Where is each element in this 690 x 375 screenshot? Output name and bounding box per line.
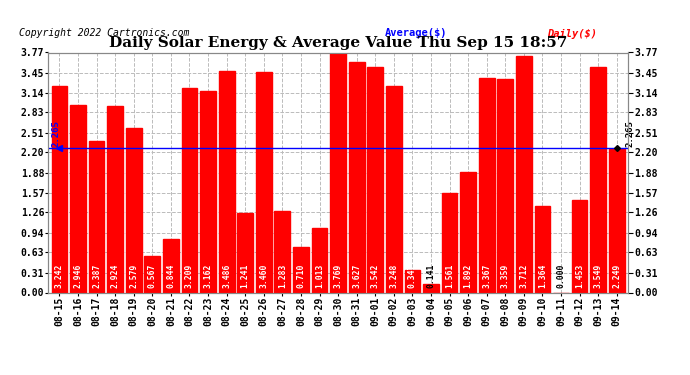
Text: 2.265: 2.265 — [625, 120, 634, 147]
Bar — [163, 239, 179, 292]
Text: Average($): Average($) — [384, 28, 447, 39]
Bar — [331, 53, 346, 292]
Text: Copyright 2022 Cartronics.com: Copyright 2022 Cartronics.com — [19, 28, 190, 39]
Bar — [423, 284, 439, 292]
Bar — [256, 72, 272, 292]
Text: 0.710: 0.710 — [297, 263, 306, 288]
Text: 0.141: 0.141 — [426, 263, 435, 288]
Bar — [479, 78, 495, 292]
Bar — [126, 128, 141, 292]
Bar — [497, 79, 513, 292]
Bar — [572, 200, 587, 292]
Bar — [442, 193, 457, 292]
Text: 3.712: 3.712 — [520, 263, 529, 288]
Text: 3.209: 3.209 — [185, 263, 194, 288]
Bar — [535, 206, 551, 292]
Text: 3.549: 3.549 — [593, 263, 602, 288]
Bar — [367, 67, 383, 292]
Bar — [144, 256, 160, 292]
Bar — [590, 67, 606, 292]
Bar — [348, 62, 364, 292]
Text: 1.283: 1.283 — [278, 263, 287, 288]
Text: 0.347: 0.347 — [408, 263, 417, 288]
Bar — [52, 86, 68, 292]
Bar — [404, 270, 420, 292]
Bar — [237, 213, 253, 292]
Text: 3.460: 3.460 — [259, 263, 268, 288]
Text: Daily($): Daily($) — [546, 28, 597, 39]
Text: 2.579: 2.579 — [129, 263, 138, 288]
Bar — [516, 56, 532, 292]
Text: 0.567: 0.567 — [148, 263, 157, 288]
Text: 1.892: 1.892 — [464, 263, 473, 288]
Text: 2.924: 2.924 — [110, 263, 119, 288]
Bar — [275, 211, 290, 292]
Bar — [181, 88, 197, 292]
Text: 1.013: 1.013 — [315, 263, 324, 288]
Bar — [386, 86, 402, 292]
Text: 3.627: 3.627 — [352, 263, 361, 288]
Bar — [609, 149, 624, 292]
Bar — [460, 172, 476, 292]
Text: 3.359: 3.359 — [501, 263, 510, 288]
Bar — [293, 247, 309, 292]
Text: 3.769: 3.769 — [333, 263, 343, 288]
Text: 3.162: 3.162 — [204, 263, 213, 288]
Bar — [312, 228, 328, 292]
Text: 1.561: 1.561 — [445, 263, 454, 288]
Text: 0.000: 0.000 — [557, 263, 566, 288]
Text: 3.242: 3.242 — [55, 263, 64, 288]
Text: 2.946: 2.946 — [74, 263, 83, 288]
Text: 1.241: 1.241 — [241, 263, 250, 288]
Bar — [219, 70, 235, 292]
Text: 2.387: 2.387 — [92, 263, 101, 288]
Title: Daily Solar Energy & Average Value Thu Sep 15 18:57: Daily Solar Energy & Average Value Thu S… — [109, 36, 567, 50]
Text: 1.364: 1.364 — [538, 263, 547, 288]
Bar — [107, 106, 123, 292]
Text: 1.453: 1.453 — [575, 263, 584, 288]
Text: 3.542: 3.542 — [371, 263, 380, 288]
Text: 3.248: 3.248 — [389, 263, 398, 288]
Bar — [70, 105, 86, 292]
Text: 2.265: 2.265 — [51, 120, 60, 147]
Text: 3.486: 3.486 — [222, 263, 231, 288]
Text: 2.249: 2.249 — [612, 263, 621, 288]
Text: 3.367: 3.367 — [482, 263, 491, 288]
Text: 0.844: 0.844 — [166, 263, 175, 288]
Bar — [200, 91, 216, 292]
Bar — [89, 141, 104, 292]
